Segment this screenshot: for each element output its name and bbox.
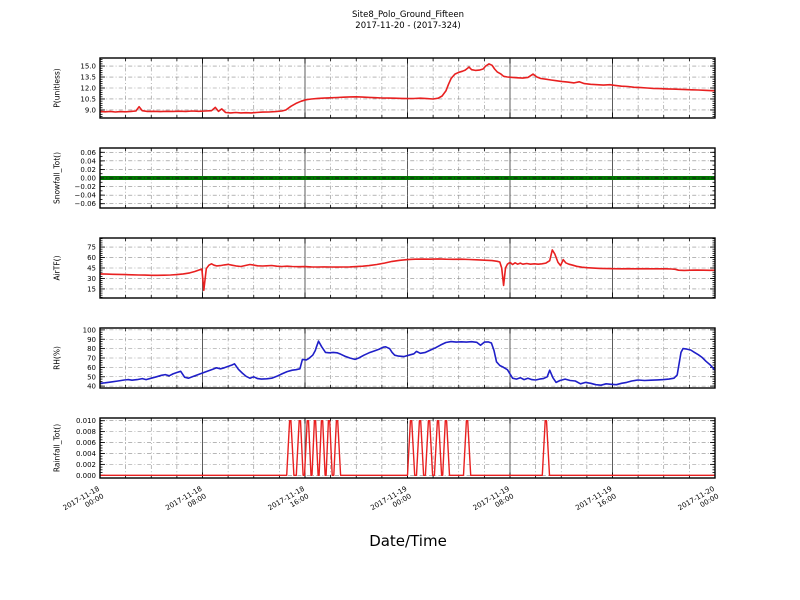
y-tick-label: 0.004 — [76, 450, 97, 458]
x-tick-label: 2017-11-1816:00 — [267, 485, 310, 520]
y-tick-label: 9.0 — [85, 106, 96, 114]
x-tick-label: 2017-11-1900:00 — [369, 485, 412, 520]
x-tick-label: 2017-11-1800:00 — [62, 485, 105, 520]
chart-title-block: Site8_Polo_Ground_Fifteen 2017-11-20 - (… — [258, 10, 558, 32]
y-tick-label: 0.00 — [80, 175, 96, 183]
panel-airtf: 15 30 45 60 75 AirTF() — [53, 237, 716, 299]
x-tick-label: 2017-11-2000:00 — [677, 485, 720, 520]
x-tick-labels: 2017-11-1800:00 2017-11-1808:00 2017-11-18… — [62, 485, 720, 520]
y-tick-label: 0.008 — [76, 428, 96, 436]
y-tick-label: 15 — [87, 285, 96, 293]
y-tick-label: 80 — [87, 345, 96, 353]
chart-subtitle: 2017-11-20 - (2017-324) — [355, 21, 461, 31]
y-tick-label: 10.5 — [80, 95, 96, 103]
y-tick-label: 13.5 — [80, 74, 96, 82]
y-tick-label: 40 — [87, 383, 96, 391]
y-tick-label: 0.010 — [76, 417, 96, 425]
panel-p-unitless: 9.0 10.5 12.0 13.5 15.0 P(unitless) — [53, 57, 716, 119]
y-axis-label-rainfall: Rainfall_Tot() — [53, 424, 62, 472]
y-tick-label: 0.006 — [76, 439, 97, 447]
y-tick-label: 100 — [83, 326, 96, 334]
y-tick-label: 0.002 — [76, 461, 96, 469]
y-axis-label-rh: RH(%) — [53, 346, 62, 370]
y-tick-label: 70 — [87, 355, 96, 363]
x-tick-label: 2017-11-1908:00 — [472, 485, 515, 520]
y-tick-label: 0.000 — [76, 472, 96, 480]
y-tick-label: −0.02 — [75, 183, 96, 191]
x-tick-label: 2017-11-1916:00 — [574, 485, 617, 520]
y-axis-label-snowfall: Snowfall_Tot() — [53, 152, 62, 204]
chart-title: Site8_Polo_Ground_Fifteen — [352, 10, 464, 20]
y-tick-label: 0.02 — [80, 166, 96, 174]
y-tick-label: 60 — [87, 254, 96, 262]
y-tick-label: −0.04 — [75, 192, 97, 200]
x-tick-label: 2017-11-1808:00 — [164, 485, 207, 520]
panel-rainfall: 0.000 0.002 0.004 0.006 0.008 0.010 Rainfall_T… — [53, 417, 716, 480]
series-line-rh — [99, 340, 716, 387]
y-tick-label: 30 — [87, 275, 96, 283]
panel-snowfall: 0.060.040.020.00−0.02−0.04−0.06 Snowfall_… — [53, 147, 716, 209]
series-line-rainfall — [100, 420, 715, 476]
y-tick-label: 50 — [87, 373, 96, 381]
y-tick-label: 15.0 — [80, 63, 96, 71]
y-tick-label: −0.06 — [75, 200, 97, 208]
y-tick-label: 90 — [87, 336, 96, 344]
series-line-p-unitless — [99, 63, 716, 114]
y-tick-label: 0.04 — [80, 157, 96, 165]
y-tick-label: 60 — [87, 364, 96, 372]
y-tick-label: 75 — [87, 244, 96, 252]
series-line-airtf — [99, 249, 716, 292]
y-tick-label: 45 — [87, 265, 96, 273]
y-axis-label-p-unitless: P(unitless) — [53, 68, 62, 107]
x-axis-label: Date/Time — [369, 532, 447, 550]
y-tick-label: 0.06 — [80, 149, 96, 157]
y-axis-label-airtf: AirTF() — [53, 255, 62, 280]
y-tick-label: 12.0 — [80, 85, 96, 93]
